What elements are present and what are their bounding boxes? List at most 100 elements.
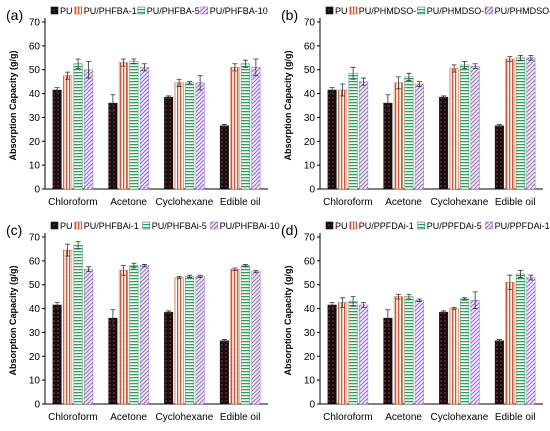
legend-swatch-s10 [200,6,209,15]
y-axis-label: Absorption Capacity (g/g) [283,265,293,375]
y-tick-label: 40 [29,304,41,315]
error-bar [221,124,227,128]
error-bar [472,63,478,69]
bar-s5-chloroform [73,245,83,405]
x-tick-label: Edible oil [495,197,536,208]
legend-swatch-s1 [74,6,83,15]
x-tick-label: Cyclohexane [430,197,488,208]
bar-s5-edible-oil [515,57,525,190]
bar-s1-cyclohexane [449,308,459,405]
error-bar [166,310,172,314]
chart-panel-4: (d) Absorption Capacity (g/g) 0 10 20 30 40 50 6… [281,221,550,423]
y-tick-label: 0 [34,400,40,411]
legend-label-s5: PU/PHFBAi-5 [152,221,207,231]
error-bar [395,76,401,90]
panel-label: (c) [6,222,22,238]
bar-s10-edible-oil [251,271,261,405]
y-tick-label: 50 [29,280,41,291]
x-tick-label: Acetone [110,412,147,423]
bar-s10-cyclohexane [195,276,205,405]
legend-label-s10: PU/PHFBA-10 [210,6,268,16]
error-bar [187,81,193,85]
y-tick-label: 10 [304,161,316,172]
error-bar [441,310,447,314]
legend-label-s5: PU/PHMDSO-5 [427,6,490,16]
y-tick-label: 10 [29,376,41,387]
bar-s10-cyclohexane [470,299,480,405]
error-bar [187,274,193,278]
bar-pu-cyclohexane [164,311,174,405]
y-axis-label: Absorption Capacity (g/g) [8,50,18,160]
error-bar [441,95,447,99]
y-tick-label: 10 [29,161,41,172]
bar-s5-acetone [404,296,414,405]
bar-pu-acetone [108,317,118,405]
bar-pu-cyclohexane [164,96,174,190]
legend: PU PU/PHFBAi-1 PU/PHFBAi-5 PU/PHFBAi-10 [50,221,280,231]
x-tick-label: Cyclohexane [430,412,488,423]
bar-s5-edible-oil [240,265,250,405]
x-tick-label: Chloroform [323,412,372,423]
legend-swatch-s5 [137,6,146,15]
x-tick-label: Chloroform [48,197,97,208]
bar-pu-acetone [108,102,118,190]
legend-label-pu: PU [335,6,348,16]
legend: PU PU/PHFBA-1 PU/PHFBA-5 PU/PHFBA-10 [50,6,268,16]
y-tick-label: 20 [304,137,316,148]
bar-s1-edible-oil [505,58,515,190]
bar-s1-edible-oil [505,282,515,405]
bar-s1-cyclohexane [174,277,184,405]
error-bar [329,302,335,308]
error-bar [329,87,335,93]
bar-s1-edible-oil [230,67,240,190]
bar-s5-cyclohexane [185,276,195,405]
legend-label-s1: PU/PHFBAi-1 [84,221,139,231]
error-bar [232,267,238,271]
y-tick-label: 70 [304,18,316,29]
bar-s10-chloroform [359,304,369,405]
bar-s10-edible-oil [526,277,536,405]
bar-s5-cyclohexane [460,64,470,190]
error-bar [176,275,182,280]
legend: PU PU/PHMDSO-1 PU/PHMDSO-5 PU/PHMDSO-10 [325,6,550,16]
error-bar [253,58,259,77]
chart-panel-3: (c) Absorption Capacity (g/g) 0 10 20 30 40 50 6… [6,221,280,423]
y-tick-label: 20 [29,352,41,363]
legend-swatch-s10 [485,6,493,15]
x-tick-label: Chloroform [48,412,97,423]
bar-pu-acetone [383,102,393,190]
error-bar [54,302,60,308]
bar-pu-edible-oil [219,125,229,190]
y-tick-label: 60 [304,41,316,52]
x-tick-label: Cyclohexane [155,197,213,208]
error-bar [340,83,346,97]
bar-pu-edible-oil [494,125,504,190]
error-bar [507,274,513,290]
panel-label: (d) [281,222,298,238]
y-tick-label: 60 [304,256,316,267]
error-bar [496,339,502,343]
legend-swatch-s1 [349,221,358,230]
y-tick-label: 60 [29,41,41,52]
error-bar [528,274,534,281]
error-bar [166,95,172,99]
x-tick-label: Chloroform [323,197,372,208]
bar-s5-acetone [129,265,139,405]
bar-s5-edible-oil [240,63,250,190]
error-bar [110,94,116,112]
bar-pu-chloroform [52,304,62,405]
error-bar [197,75,203,91]
y-tick-label: 40 [304,89,316,100]
error-bar [451,306,457,311]
bar-s5-chloroform [73,63,83,190]
bar-s1-chloroform [63,249,73,405]
legend-label-s5: PU/PPFDAi-5 [427,221,482,231]
legend-swatch-s1 [74,221,83,230]
bar-pu-chloroform [327,304,337,405]
x-tick-label: Cyclohexane [155,412,213,423]
error-bar [253,270,259,274]
bar-s10-cyclohexane [470,65,480,190]
y-tick-label: 10 [304,376,316,387]
y-tick-label: 50 [304,65,316,76]
error-bar [141,264,147,268]
